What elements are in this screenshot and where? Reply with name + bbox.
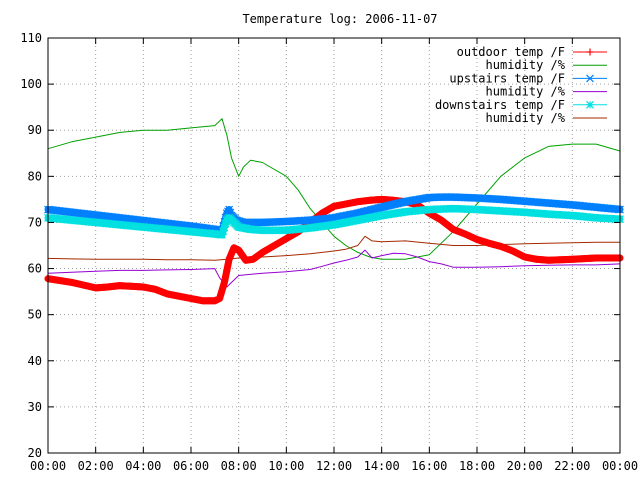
x-tick-label: 16:00 [411,459,447,473]
y-tick-label: 70 [28,215,42,229]
data-point-marker [217,290,225,298]
legend-label: downstairs temp /F [435,98,565,112]
x-tick-label: 04:00 [125,459,161,473]
series-4 [47,249,621,288]
grid-lines [48,38,620,453]
data-point-marker [222,273,230,281]
legend-label: humidity /% [486,111,566,125]
series-line [47,118,621,260]
x-tick-label: 18:00 [459,459,495,473]
y-tick-label: 80 [28,169,42,183]
series-3 [44,193,624,235]
data-point-marker [219,282,227,290]
data-point-marker [216,295,224,303]
y-tick-label: 100 [20,77,42,91]
x-tick-label: 02:00 [78,459,114,473]
x-tick-label: 22:00 [554,459,590,473]
data-point-marker [220,278,228,286]
series-5 [44,204,624,239]
data-point-marker [223,267,231,275]
y-tick-label: 50 [28,308,42,322]
chart-title: Temperature log: 2006-11-07 [242,12,437,26]
data-point-marker [586,74,594,83]
series-2 [47,118,621,260]
y-tick-label: 30 [28,400,42,414]
x-tick-label: 06:00 [173,459,209,473]
x-axis-ticks: 00:00 02:00 04:00 06:00 08:00 10:00 12:00 14:00… [30,38,638,473]
legend-label: humidity /% [486,58,566,72]
data-point-marker [224,261,232,269]
x-tick-label: 12:00 [316,459,352,473]
y-tick-label: 40 [28,354,42,368]
series-6 [47,235,621,261]
x-tick-label: 10:00 [268,459,304,473]
x-tick-label: 00:00 [602,459,638,473]
y-tick-label: 60 [28,262,42,276]
plot-frame [47,37,621,454]
legend-label: outdoor temp /F [457,45,565,59]
x-tick-label: 08:00 [221,459,257,473]
series-line [47,235,621,261]
data-point-marker [218,286,226,294]
series-line [47,249,621,288]
y-tick-label: 110 [20,31,42,45]
x-tick-label: 00:00 [30,459,66,473]
data-point-marker [586,100,594,109]
y-tick-label: 90 [28,123,42,137]
y-tick-label: 20 [28,446,42,460]
legend-label: upstairs temp /F [449,71,565,85]
series-layer [44,118,624,305]
x-tick-label: 20:00 [507,459,543,473]
x-tick-label: 14:00 [364,459,400,473]
y-axis-ticks: 20 30 40 50 60 70 80 90 100 110 [20,31,620,460]
legend-label: humidity /% [486,85,566,99]
data-point-marker [614,205,623,214]
data-point-marker [586,48,594,56]
